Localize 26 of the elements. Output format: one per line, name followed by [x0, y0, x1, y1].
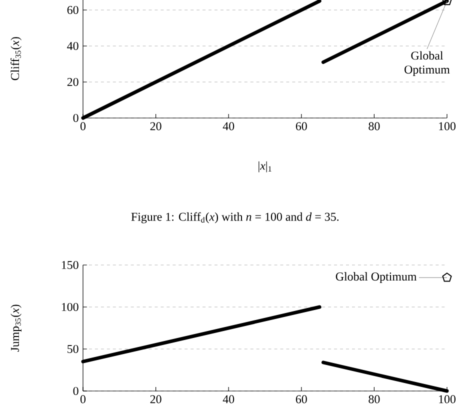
x-tick-label: 60	[296, 395, 307, 404]
y-tick-label: 150	[62, 260, 78, 270]
y-tick-label: 50	[68, 344, 78, 354]
x-tick-label: 0	[80, 395, 86, 404]
x-tick-label: 20	[150, 395, 162, 404]
x-tick-label: 60	[296, 122, 307, 130]
x-tick-label: 40	[222, 395, 234, 404]
x-tick-label: 80	[368, 395, 380, 404]
y-tick-label: 20	[67, 78, 78, 86]
y-tick-label: 0	[73, 386, 78, 396]
x-tick-label: 100	[439, 395, 456, 404]
annotation: Global Optimum	[336, 272, 417, 284]
y-tick-label: 100	[62, 302, 78, 312]
y-axis-title: Cliff$_{35}$(x)	[10, 37, 22, 80]
x-tick-label: 80	[368, 122, 380, 130]
x-tick-label: 100	[439, 122, 456, 130]
annotation: Global Optimum	[404, 51, 450, 76]
x-tick-label: 0	[80, 122, 86, 130]
x-axis-title: |x|$_{1}$	[258, 161, 272, 172]
y-axis-title: Jump$_{35}$(x)	[10, 304, 22, 352]
y-tick-label: 40	[67, 42, 78, 50]
y-tick-label: 60	[67, 6, 78, 14]
text: Figure 1: Cliff$_{d}$(x) with n = 100 and d = 35.	[131, 212, 339, 224]
y-tick-label: 0	[73, 114, 78, 122]
x-tick-label: 40	[222, 122, 234, 130]
x-tick-label: 20	[150, 122, 162, 130]
